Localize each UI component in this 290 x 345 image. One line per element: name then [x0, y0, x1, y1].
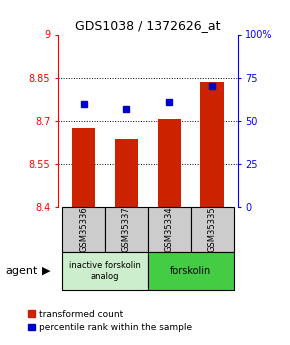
Text: forskolin: forskolin	[170, 266, 211, 276]
Text: ▶: ▶	[42, 266, 50, 276]
Text: GSM35334: GSM35334	[165, 207, 174, 252]
Text: GSM35335: GSM35335	[208, 207, 217, 252]
Bar	[115, 139, 138, 207]
Bar	[62, 207, 105, 252]
Bar	[105, 207, 148, 252]
Text: agent: agent	[6, 266, 38, 276]
Bar	[62, 252, 148, 290]
Text: GSM35337: GSM35337	[122, 207, 131, 252]
Text: inactive forskolin
analog: inactive forskolin analog	[69, 261, 141, 280]
Legend: transformed count, percentile rank within the sample: transformed count, percentile rank withi…	[28, 309, 193, 332]
Text: GSM35336: GSM35336	[79, 207, 88, 252]
Bar	[200, 82, 224, 207]
Bar	[148, 207, 191, 252]
Title: GDS1038 / 1372626_at: GDS1038 / 1372626_at	[75, 19, 221, 32]
Bar	[72, 128, 95, 207]
Bar	[157, 119, 181, 207]
Bar	[191, 207, 233, 252]
Bar	[148, 252, 233, 290]
